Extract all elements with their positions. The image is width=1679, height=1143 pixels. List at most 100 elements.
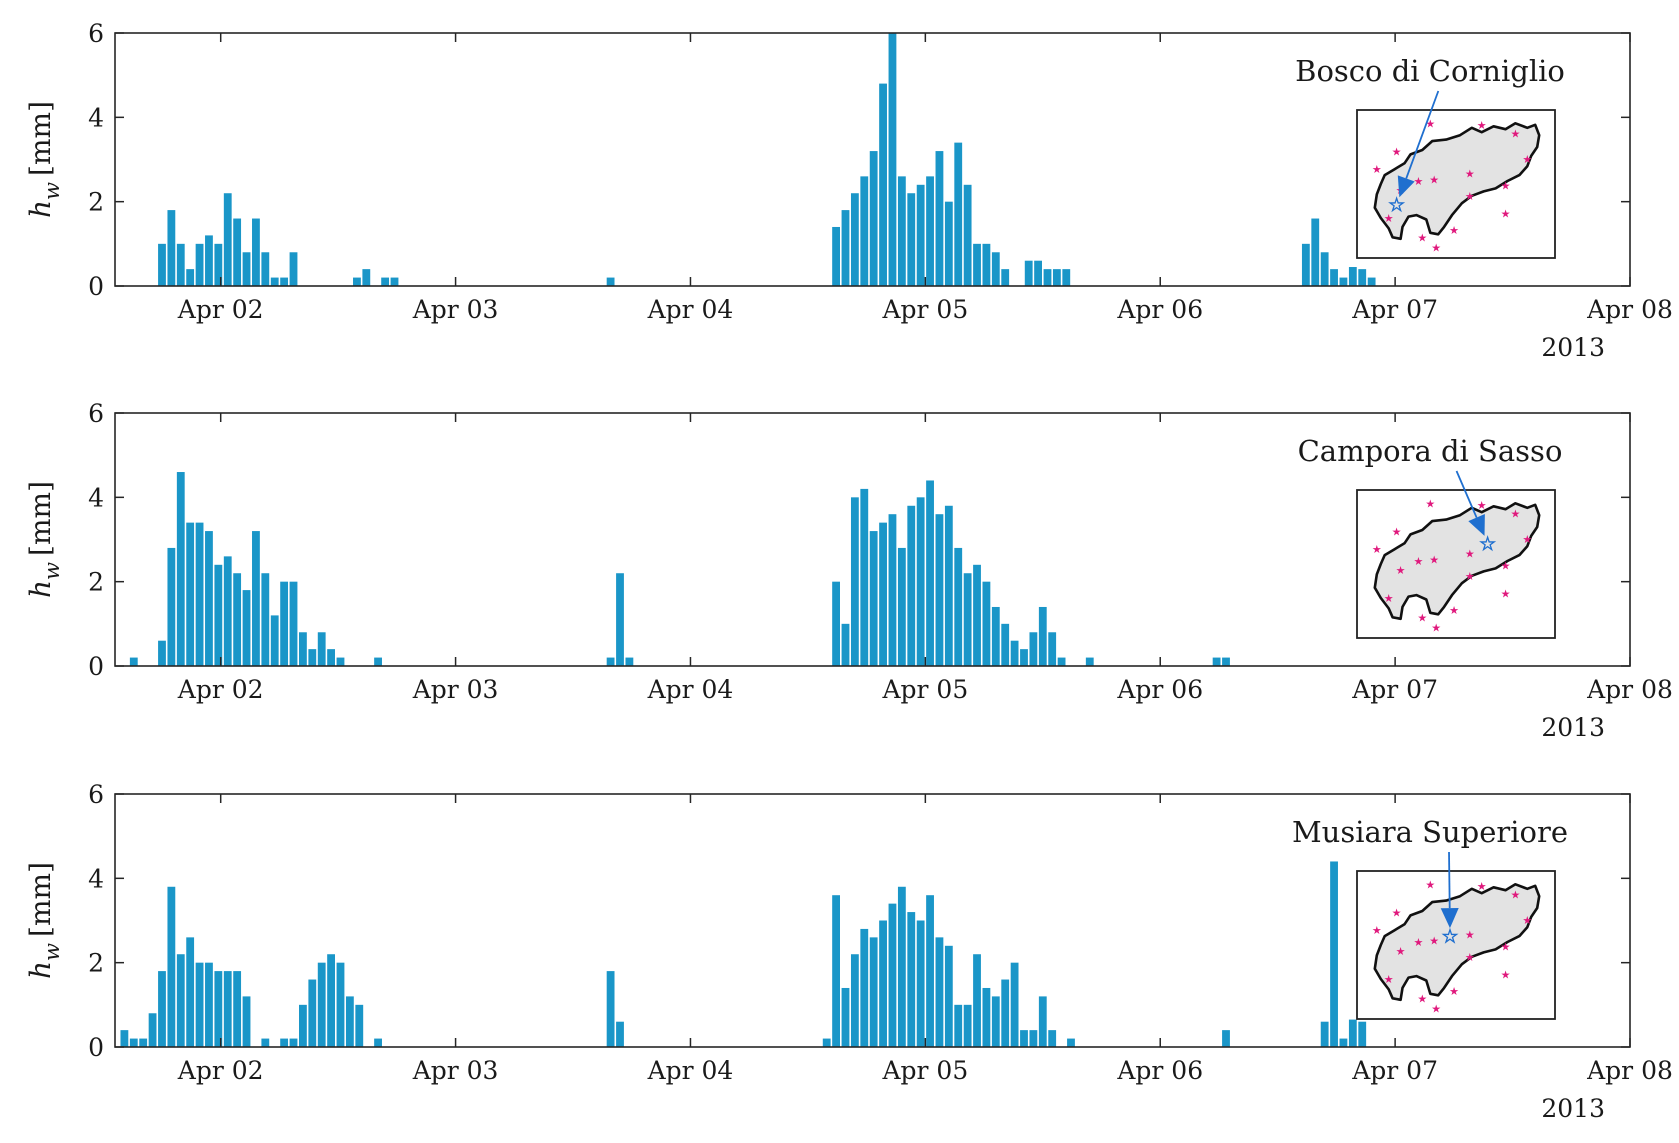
y-tick-label: 2 xyxy=(88,188,104,217)
rain-gauge-marker: ★ xyxy=(1417,992,1427,1005)
precip-bar xyxy=(1085,657,1094,666)
precip-bar xyxy=(850,193,859,286)
x-tick-label: Apr 07 xyxy=(1351,675,1438,704)
panel-3: 0 2 4 6 Apr 02 Apr 03 Apr 04 Apr 05 Apr 06 Apr 07… xyxy=(24,780,1673,1123)
y-tick-label: 6 xyxy=(88,399,104,428)
rain-gauge-marker: ★ xyxy=(1501,969,1511,982)
precip-bar xyxy=(832,581,840,666)
precip-bar xyxy=(1048,632,1057,666)
rain-gauge-marker: ★ xyxy=(1392,525,1402,538)
precip-bar xyxy=(1212,657,1221,666)
precip-bar xyxy=(1038,996,1047,1047)
rain-gauge-marker: ★ xyxy=(1396,945,1406,958)
rain-gauge-marker: ★ xyxy=(1429,174,1439,187)
precip-bar xyxy=(374,657,382,666)
precip-bar xyxy=(954,547,963,666)
precip-bar xyxy=(261,252,270,286)
precip-bar xyxy=(1029,632,1038,666)
precip-bar xyxy=(926,176,934,286)
precip-bar xyxy=(289,581,298,666)
precip-bar xyxy=(355,1004,364,1047)
precip-bar xyxy=(214,243,223,286)
y-axis-label-unit: [mm] xyxy=(24,481,57,556)
precip-bar xyxy=(167,210,176,286)
rain-gauge-marker: ★ xyxy=(1449,224,1459,237)
rain-gauge-marker: ★ xyxy=(1510,889,1520,902)
y-tick-label: 0 xyxy=(88,272,104,301)
precip-bar xyxy=(625,657,634,666)
rain-gauge-marker: ★ xyxy=(1522,533,1532,546)
precip-bar xyxy=(1339,277,1348,286)
precip-bar xyxy=(944,505,953,666)
precip-bar xyxy=(860,488,869,666)
station-star-icon: ★ xyxy=(1480,534,1495,554)
rain-gauge-marker: ★ xyxy=(1510,128,1520,141)
rain-gauge-marker: ★ xyxy=(1413,555,1423,568)
precip-bar xyxy=(606,277,615,286)
y-axis-label-unit: [mm] xyxy=(24,862,57,937)
precip-bar xyxy=(158,640,166,666)
y-axis-label-sub: w xyxy=(40,943,64,961)
x-tick-label: Apr 03 xyxy=(412,675,499,704)
precip-bar xyxy=(1367,277,1376,286)
axes-frame xyxy=(114,32,1631,287)
precip-bar xyxy=(261,573,270,666)
precip-bar xyxy=(289,252,298,286)
precip-bar xyxy=(916,920,925,1047)
precip-bar xyxy=(270,615,279,666)
precip-bar xyxy=(973,564,981,666)
precip-bar xyxy=(1001,979,1010,1047)
precip-bar xyxy=(1057,657,1066,666)
station-arrow xyxy=(1455,470,1478,518)
station-arrow xyxy=(1448,851,1451,909)
precip-bar xyxy=(944,201,953,286)
precip-bar xyxy=(897,176,906,286)
y-tick-label: 0 xyxy=(88,1033,104,1062)
precip-bar xyxy=(1358,269,1367,286)
precip-bar xyxy=(869,151,878,286)
rain-gauge-marker: ★ xyxy=(1465,190,1475,203)
x-tick-label: Apr 04 xyxy=(647,295,734,324)
y-axis-label-var: h xyxy=(24,580,57,598)
y-axis-label: hw [mm] xyxy=(24,101,64,218)
precip-bar xyxy=(1043,269,1052,286)
rain-gauge-marker: ★ xyxy=(1372,163,1382,176)
precip-bar xyxy=(1062,269,1071,286)
precip-bar xyxy=(935,937,944,1047)
rain-gauge-marker: ★ xyxy=(1384,592,1394,605)
y-axis-label-unit: [mm] xyxy=(24,101,57,176)
precip-bar xyxy=(148,1013,157,1047)
precip-bar xyxy=(374,1038,382,1047)
precip-bar xyxy=(973,954,981,1047)
catchment-inset: ★★★★★★★★★★★★★★★★★★ xyxy=(1356,489,1556,639)
x-tick-label: Apr 07 xyxy=(1351,295,1438,324)
precip-bar xyxy=(907,912,916,1047)
precip-bar xyxy=(1320,252,1329,286)
precip-bar xyxy=(205,531,213,666)
precip-bar xyxy=(336,962,345,1047)
precip-bar xyxy=(1222,1030,1230,1047)
precip-bar xyxy=(1038,606,1047,666)
catchment-map xyxy=(1373,501,1541,621)
precip-bar xyxy=(336,657,345,666)
x-tick-label: Apr 06 xyxy=(1116,295,1203,324)
precip-bar xyxy=(176,954,185,1047)
rain-gauge-marker: ★ xyxy=(1392,906,1402,919)
precip-bar xyxy=(822,1038,831,1047)
precip-bar xyxy=(869,937,878,1047)
rain-gauge-marker: ★ xyxy=(1429,554,1439,567)
precip-bar xyxy=(944,945,953,1047)
precip-bar xyxy=(195,962,204,1047)
precip-bar xyxy=(233,573,242,666)
rain-gauge-marker: ★ xyxy=(1431,242,1441,255)
precip-bar xyxy=(327,954,335,1047)
x-tick-label: Apr 07 xyxy=(1351,1056,1438,1085)
precip-bar xyxy=(869,531,878,666)
precip-bar xyxy=(120,1030,129,1047)
rain-gauge-marker: ★ xyxy=(1384,973,1394,986)
precip-bar xyxy=(850,497,859,666)
precip-bar xyxy=(345,996,354,1047)
precip-bar xyxy=(233,218,242,286)
precip-bar xyxy=(879,920,887,1047)
rain-gauge-marker: ★ xyxy=(1501,940,1511,953)
